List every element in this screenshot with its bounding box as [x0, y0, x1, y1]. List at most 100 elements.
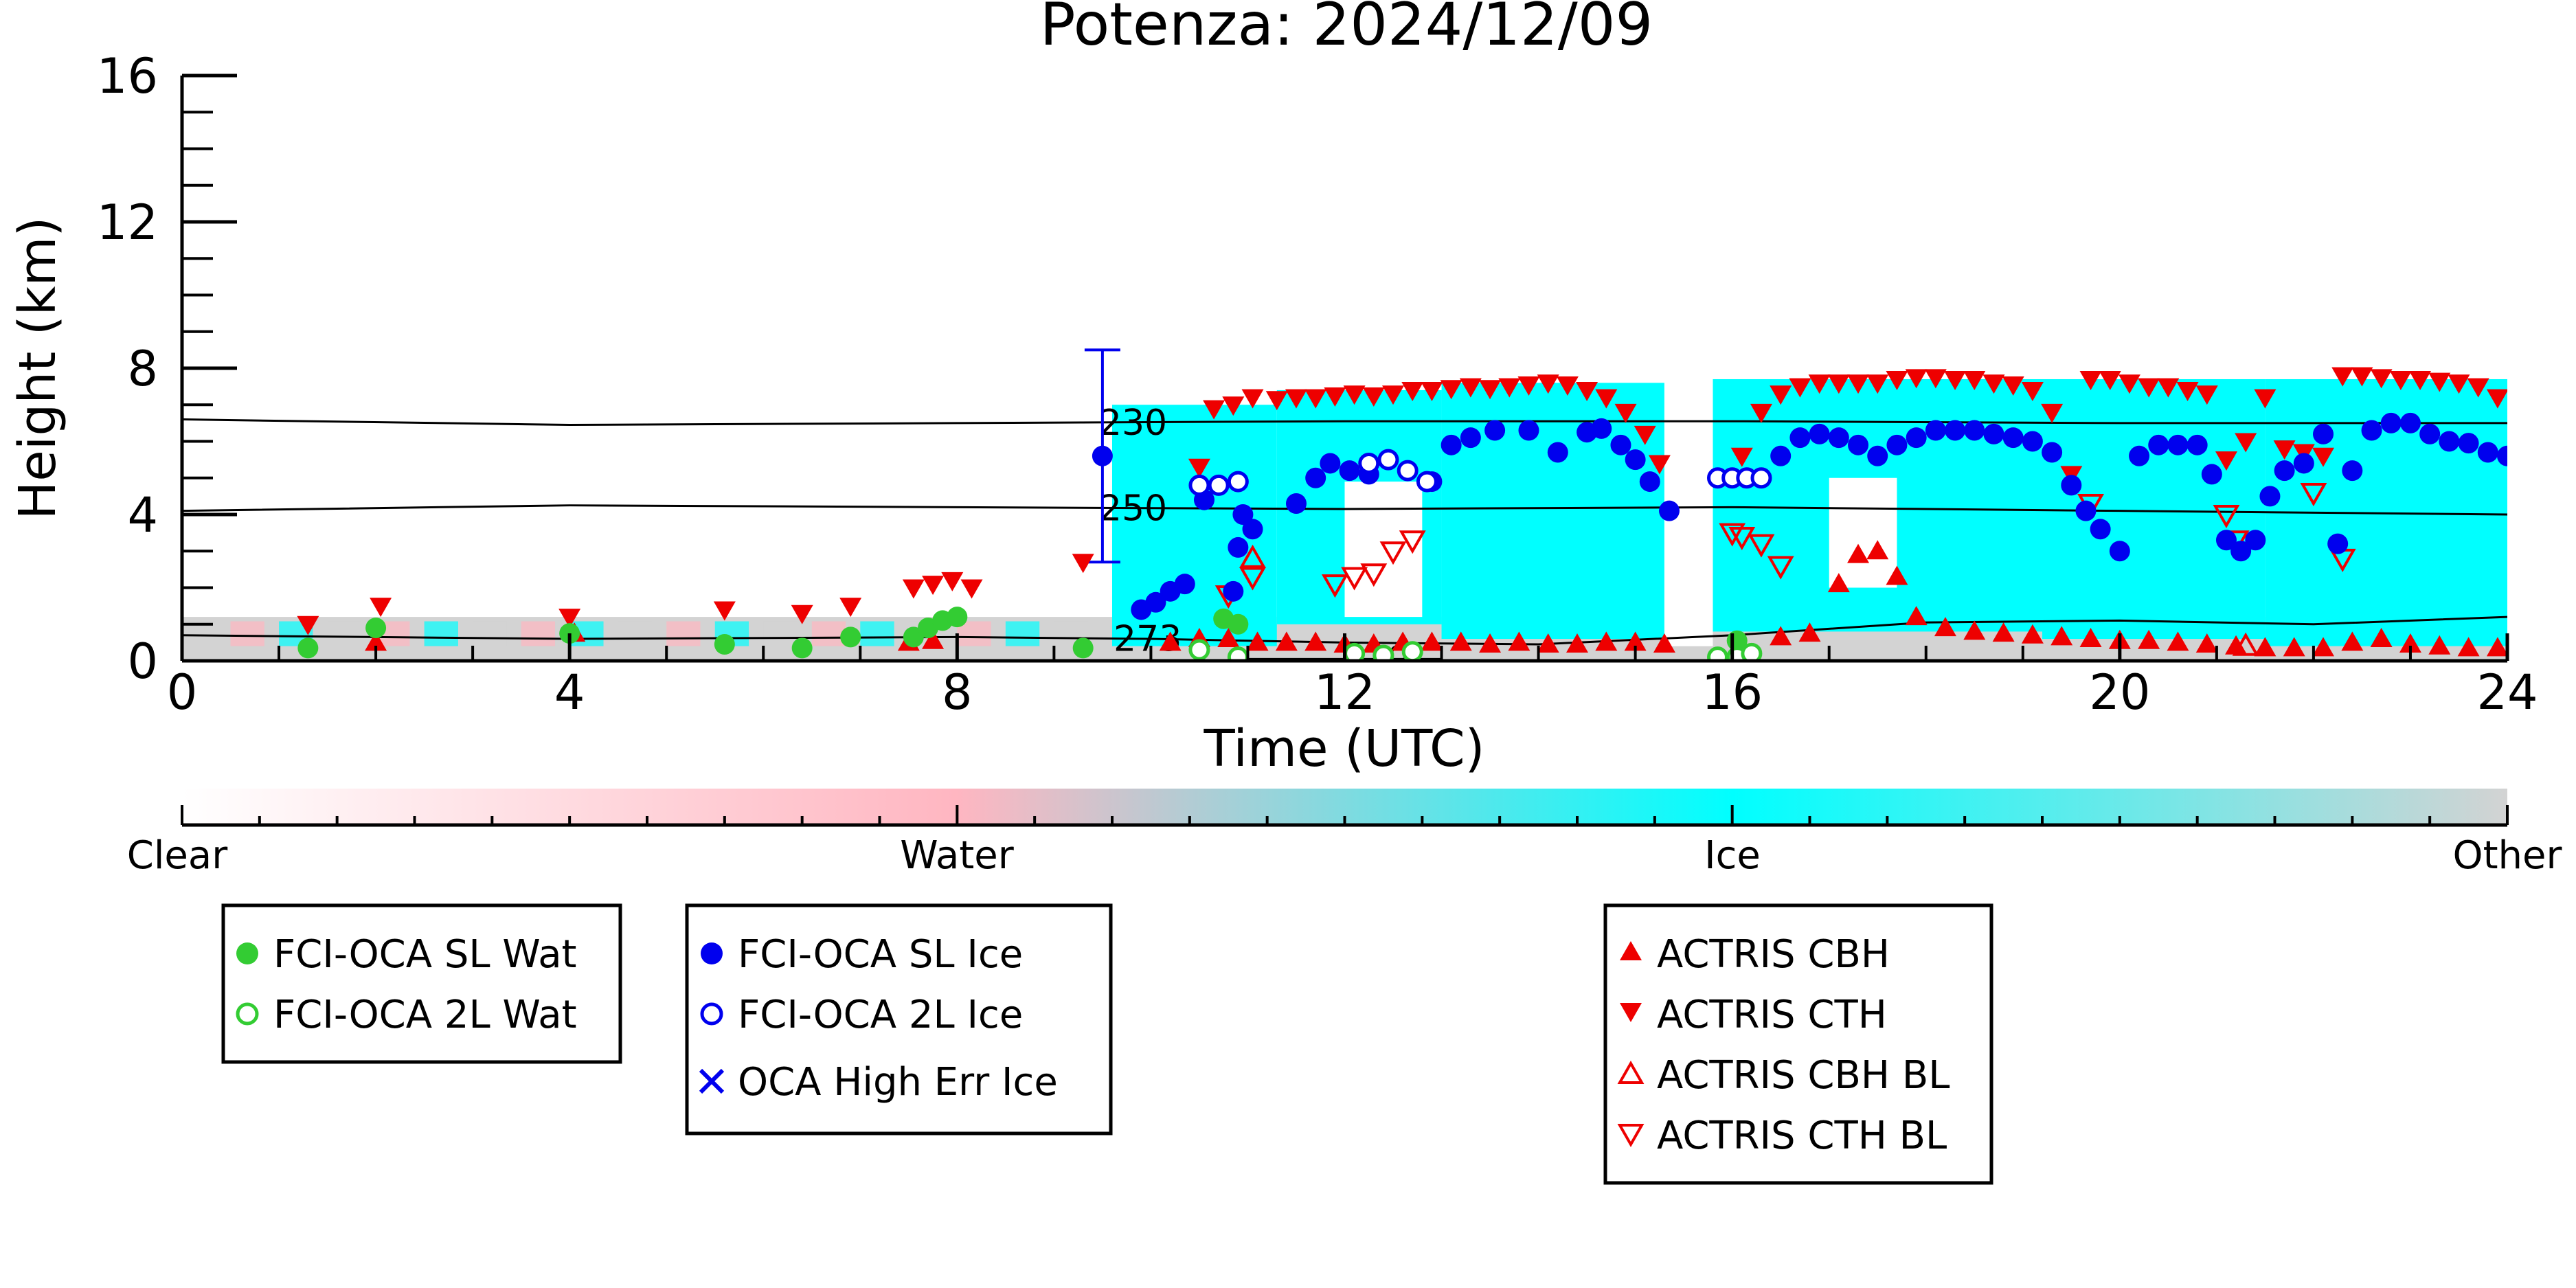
actris-cbh-point: [2370, 628, 2393, 648]
actris-cth-point: [1362, 387, 1385, 407]
low-layer-segment: [521, 621, 556, 646]
actris-cth-point: [2254, 389, 2276, 409]
actris-cth-point: [713, 601, 736, 621]
actris-cth-point: [902, 579, 925, 599]
legend-label-cbh: ACTRIS CBH: [1657, 932, 1890, 977]
low-layer-segment: [473, 621, 507, 646]
fci-oca-sl-ice-point: [2090, 519, 2111, 540]
x-tick-label: 0: [167, 664, 198, 721]
fci-oca-sl-ice-point: [2167, 434, 2189, 455]
actris-cbh-point: [2167, 631, 2189, 651]
clear-gap: [1829, 477, 1897, 588]
actris-cth-point: [1421, 381, 1443, 401]
colorbar-label-other: Other: [2452, 833, 2562, 878]
actris-cbh-point: [2079, 628, 2102, 648]
actris-cth-bl-point: [1728, 526, 1756, 550]
fci-oca-sl-ice-point: [2399, 412, 2421, 433]
legend-label-sl-wat: FCI-OCA SL Wat: [273, 932, 577, 977]
actris-cth-point: [2486, 389, 2507, 409]
fci-oca-2l-wat-point: [1372, 644, 1394, 661]
actris-cbh-point: [1304, 631, 1327, 651]
low-layer-segment: [230, 621, 264, 646]
actris-cth-point: [1847, 374, 1870, 394]
actris-cbh-point: [1934, 617, 1956, 637]
fci-oca-sl-ice-point: [1223, 580, 1244, 602]
actris-cbh-point: [1963, 620, 1986, 640]
fci-oca-sl-wat-point: [791, 637, 813, 659]
y-tick-label: 8: [127, 341, 158, 397]
actris-cth-bl-point: [1341, 567, 1368, 591]
fci-oca-2l-ice-point: [1358, 452, 1380, 474]
isotherm-label: 250: [1099, 488, 1167, 529]
isotherm-line: [182, 418, 2507, 427]
actris-cth-point: [1382, 385, 1405, 405]
fci-oca-sl-ice-point: [1232, 504, 1254, 525]
actris-cbh-point: [1866, 540, 1889, 560]
actris-cth-point: [2448, 374, 2470, 394]
fci-oca-sl-ice-point: [1305, 467, 1326, 488]
fci-oca-2l-ice-point: [1416, 471, 1438, 493]
actris-cth-bl-point: [1321, 574, 1348, 598]
actris-cth-point: [1634, 425, 1656, 445]
actris-cbh-point: [2457, 637, 2480, 657]
fci-oca-sl-ice-point: [2129, 445, 2150, 466]
actris-cth-point: [1963, 370, 1986, 390]
fci-oca-sl-ice-point: [1625, 449, 1646, 471]
actris-cth-point: [1866, 374, 1889, 394]
actris-cth-point: [1440, 380, 1462, 400]
fci-oca-sl-ice-point: [1964, 420, 1985, 441]
actris-cth-point: [2428, 372, 2451, 392]
actris-cbh-point: [1246, 631, 1269, 651]
fci-oca-sl-ice-point: [2259, 486, 2281, 507]
low-layer-segment: [327, 621, 361, 646]
actris-cth-point: [1285, 389, 1307, 409]
actris-cth-point: [2021, 381, 2044, 401]
actris-cbh-point: [1770, 626, 1792, 646]
fci-oca-2l-ice-point: [1750, 467, 1772, 489]
actris-cth-point: [2118, 374, 2140, 394]
fci-oca-sl-ice-point: [1591, 418, 1612, 439]
actris-cth-point: [791, 605, 813, 624]
fci-oca-sl-ice-point: [2361, 420, 2382, 441]
actris-cth-point: [1770, 385, 1792, 405]
actris-cth-point: [2099, 370, 2121, 390]
legend-marker-sl-wat: [236, 942, 258, 964]
low-layer-segment: [618, 621, 653, 646]
actris-cth-point: [1827, 374, 1850, 394]
actris-cbh-point: [1566, 633, 1588, 653]
fci-oca-sl-wat-point: [1072, 637, 1094, 659]
legend-marker-cbh-bl: [1617, 1060, 1645, 1084]
ice-cloud-region: [2042, 379, 2266, 640]
actris-cth-point: [2389, 370, 2412, 390]
actris-cth-point: [2351, 367, 2373, 387]
fci-oca-sl-ice-point: [1610, 434, 1631, 455]
colorbar-ticks: [181, 805, 2509, 825]
actris-cbh-point: [2399, 633, 2421, 653]
actris-cth-point: [1241, 389, 1264, 409]
low-layer-segment: [860, 621, 894, 646]
fci-oca-sl-ice-point: [2002, 427, 2024, 449]
x-tick-label: 4: [554, 664, 585, 721]
actris-cth-bl-point: [1767, 556, 1794, 580]
ice-cloud-region: [1441, 383, 1664, 640]
y-tick-label: 16: [97, 48, 158, 104]
x-axis-label: Time (UTC): [1203, 719, 1484, 778]
fci-oca-sl-ice-point: [1228, 536, 1249, 558]
fci-oca-sl-ice-point: [2148, 434, 2169, 455]
actris-cth-point: [2409, 370, 2432, 390]
y-tick-label: 0: [127, 633, 158, 690]
data-marks: [297, 367, 2507, 661]
fci-oca-sl-ice-point: [1925, 420, 1946, 441]
actris-cbh-point: [365, 631, 387, 651]
actris-cth-point: [1498, 378, 1521, 398]
actris-cbh-point: [2486, 637, 2507, 657]
x-tick-label: 24: [2476, 664, 2538, 721]
actris-cth-point: [1343, 385, 1366, 405]
fci-oca-sl-ice-point: [2458, 433, 2479, 454]
actris-cth-point: [1730, 447, 1753, 467]
fci-oca-sl-wat-point: [365, 618, 387, 639]
actris-cth-point: [1750, 403, 1772, 423]
legend-marker-high-err-ice: [699, 1068, 725, 1094]
actris-cth-bl-point: [1239, 567, 1266, 591]
